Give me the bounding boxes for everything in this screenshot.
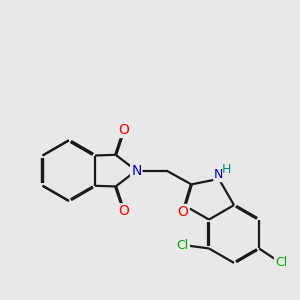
Text: O: O bbox=[118, 123, 129, 137]
Text: Cl: Cl bbox=[275, 256, 287, 269]
Text: H: H bbox=[222, 163, 231, 176]
Text: O: O bbox=[118, 204, 129, 218]
Text: N: N bbox=[214, 168, 224, 181]
Text: O: O bbox=[178, 205, 188, 219]
Text: Cl: Cl bbox=[177, 239, 189, 252]
Text: N: N bbox=[131, 164, 142, 178]
